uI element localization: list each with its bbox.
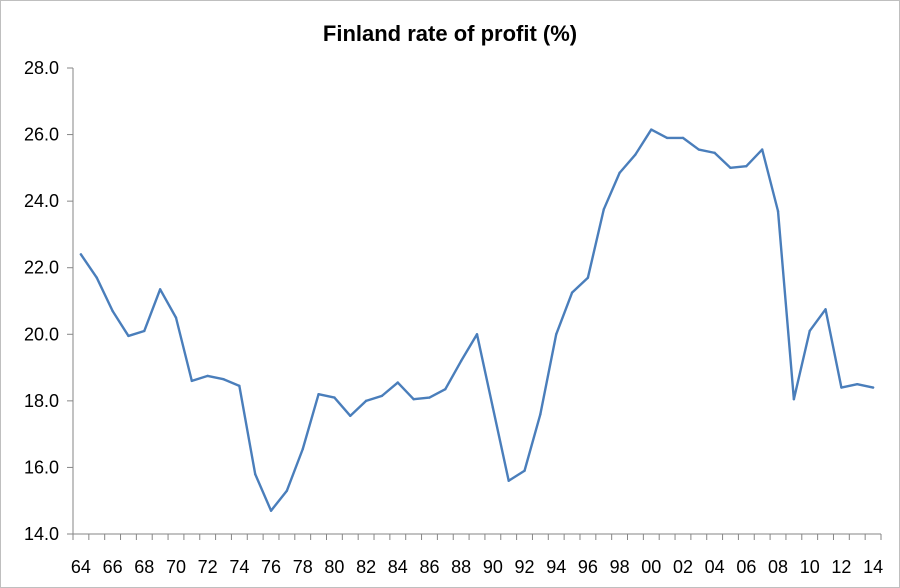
- data-point-2011: [824, 308, 827, 311]
- data-point-1978: [301, 447, 304, 451]
- data-point-2001: [665, 136, 669, 140]
- data-point-1980: [333, 396, 336, 399]
- x-tick-label: 70: [166, 557, 186, 577]
- data-point-1970: [174, 316, 178, 319]
- x-tick-label: 84: [388, 557, 408, 577]
- data-point-2006: [745, 164, 748, 168]
- data-point-1969: [158, 288, 162, 291]
- y-tick-label: 26.0: [24, 125, 59, 145]
- data-point-1988: [459, 359, 463, 363]
- data-point-1996: [586, 276, 590, 279]
- series-layer: [79, 128, 875, 512]
- data-point-1992: [523, 469, 526, 472]
- data-point-2003: [697, 148, 701, 151]
- data-point-2014: [871, 386, 875, 389]
- y-tick-label: 18.0: [24, 391, 59, 411]
- data-point-1981: [349, 414, 352, 418]
- data-point-1984: [396, 381, 399, 384]
- data-point-1976: [269, 509, 273, 512]
- y-tick-label: 22.0: [24, 258, 59, 278]
- y-tick-label: 20.0: [24, 324, 59, 344]
- axes: [67, 67, 882, 540]
- data-point-2008: [776, 209, 780, 213]
- x-tick-label: 78: [293, 557, 313, 577]
- data-point-1964: [79, 253, 83, 256]
- x-tick-label: 74: [229, 557, 249, 577]
- data-point-1987: [444, 388, 447, 391]
- x-tick-label: 92: [515, 557, 535, 577]
- data-point-2005: [729, 166, 732, 170]
- x-tick-label: 90: [483, 557, 503, 577]
- data-point-1966: [111, 309, 114, 313]
- data-point-2009: [792, 397, 796, 401]
- x-tick-label: 64: [71, 557, 91, 577]
- x-tick-label: 96: [578, 557, 598, 577]
- x-tick-label: 94: [546, 557, 566, 577]
- data-point-1985: [412, 397, 415, 401]
- x-tick-label: 86: [419, 557, 439, 577]
- data-point-2013: [856, 383, 859, 386]
- data-point-1967: [127, 334, 130, 338]
- y-axis-tick-labels: 14.0 16.0 18.0 20.0 22.0 24.0 26.0 28.0: [24, 58, 59, 544]
- x-tick-label: 14: [863, 557, 883, 577]
- x-tick-label: 08: [768, 557, 788, 577]
- data-point-1968: [143, 329, 146, 333]
- y-tick-label: 16.0: [24, 457, 59, 477]
- x-tick-label: 12: [831, 557, 851, 577]
- data-point-1990: [491, 406, 495, 409]
- data-point-1994: [555, 333, 558, 336]
- chart-title: Finland rate of profit (%): [323, 21, 577, 46]
- data-point-1993: [539, 412, 542, 416]
- x-tick-label: 06: [736, 557, 756, 577]
- y-tick-label: 28.0: [24, 58, 59, 78]
- x-tick-label: 82: [356, 557, 376, 577]
- data-point-1979: [317, 393, 320, 396]
- x-tick-label: 04: [705, 557, 725, 577]
- x-tick-label: 00: [641, 557, 661, 577]
- data-point-1965: [95, 276, 98, 279]
- data-point-1986: [428, 396, 431, 399]
- x-axis-tick-labels: 64 66 68 70 72 74 76 78 80 82 84 86 88 90 92 94 96 98 00 02…: [71, 557, 883, 577]
- data-point-1997: [602, 208, 605, 211]
- x-tick-label: 66: [103, 557, 123, 577]
- x-tick-label: 68: [134, 557, 154, 577]
- series-line-rate-of-profit: [79, 128, 875, 512]
- data-point-1973: [222, 378, 225, 381]
- data-point-1982: [364, 399, 368, 403]
- y-tick-label: 24.0: [24, 191, 59, 211]
- x-tick-label: 72: [198, 557, 218, 577]
- data-point-2010: [808, 329, 811, 333]
- data-point-1971: [190, 379, 194, 383]
- x-tick-label: 02: [673, 557, 693, 577]
- x-tick-label: 88: [451, 557, 471, 577]
- x-tick-label: 98: [610, 557, 630, 577]
- data-point-1991: [507, 479, 510, 482]
- data-point-1974: [238, 384, 241, 388]
- x-tick-label: 76: [261, 557, 281, 577]
- data-point-1983: [380, 394, 384, 398]
- data-point-1975: [253, 472, 257, 476]
- data-point-1977: [285, 489, 289, 492]
- x-tick-label: 80: [324, 557, 344, 577]
- data-point-2002: [681, 136, 685, 140]
- y-tick-label: 14.0: [24, 524, 59, 544]
- data-point-2007: [760, 148, 764, 151]
- x-tick-label: 10: [800, 557, 820, 577]
- data-point-1972: [206, 374, 209, 378]
- data-point-1989: [475, 333, 479, 336]
- data-point-2012: [840, 386, 843, 389]
- data-point-1998: [618, 171, 621, 175]
- data-point-2004: [713, 151, 716, 155]
- data-point-1999: [634, 153, 637, 156]
- data-point-2000: [650, 128, 653, 131]
- data-point-1995: [570, 291, 574, 294]
